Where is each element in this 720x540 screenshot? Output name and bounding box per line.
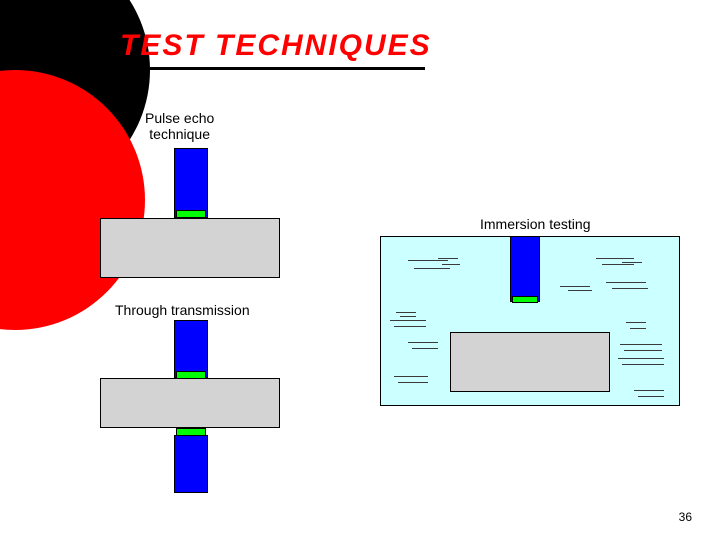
page-number: 36 (679, 510, 692, 524)
tt-transducer-top (174, 320, 208, 378)
water-wave (438, 258, 458, 259)
immersion-couplant (512, 296, 538, 303)
water-wave (624, 350, 662, 351)
water-wave (442, 264, 460, 265)
tt-specimen (100, 378, 280, 428)
water-wave (398, 382, 428, 383)
water-wave (612, 288, 648, 289)
water-wave (602, 264, 634, 265)
water-wave (396, 312, 416, 313)
pulse-echo-couplant (176, 210, 206, 218)
water-wave (394, 376, 428, 377)
page-title: TEST TECHNIQUES (120, 29, 432, 63)
through-transmission-label: Through transmission (115, 302, 250, 318)
water-wave (414, 268, 450, 269)
pulse-echo-specimen (100, 218, 280, 278)
immersion-transducer (510, 236, 540, 302)
water-wave (408, 260, 448, 261)
water-wave (638, 396, 664, 397)
water-wave (620, 344, 662, 345)
pulse-echo-label: Pulse echo technique (145, 110, 214, 142)
immersion-specimen (450, 332, 610, 392)
water-wave (400, 316, 416, 317)
water-wave (596, 258, 634, 259)
water-wave (618, 358, 664, 359)
water-wave (622, 364, 664, 365)
water-wave (412, 348, 438, 349)
tt-transducer-bottom (174, 435, 208, 493)
water-wave (626, 322, 646, 323)
title-underline (115, 67, 425, 70)
water-wave (622, 262, 642, 263)
water-wave (408, 342, 438, 343)
water-wave (568, 290, 592, 291)
water-wave (630, 328, 646, 329)
water-wave (394, 326, 426, 327)
water-wave (606, 282, 646, 283)
water-wave (634, 390, 664, 391)
water-wave (560, 286, 590, 287)
immersion-label: Immersion testing (480, 216, 590, 232)
water-wave (390, 320, 426, 321)
pulse-echo-transducer (174, 148, 208, 218)
